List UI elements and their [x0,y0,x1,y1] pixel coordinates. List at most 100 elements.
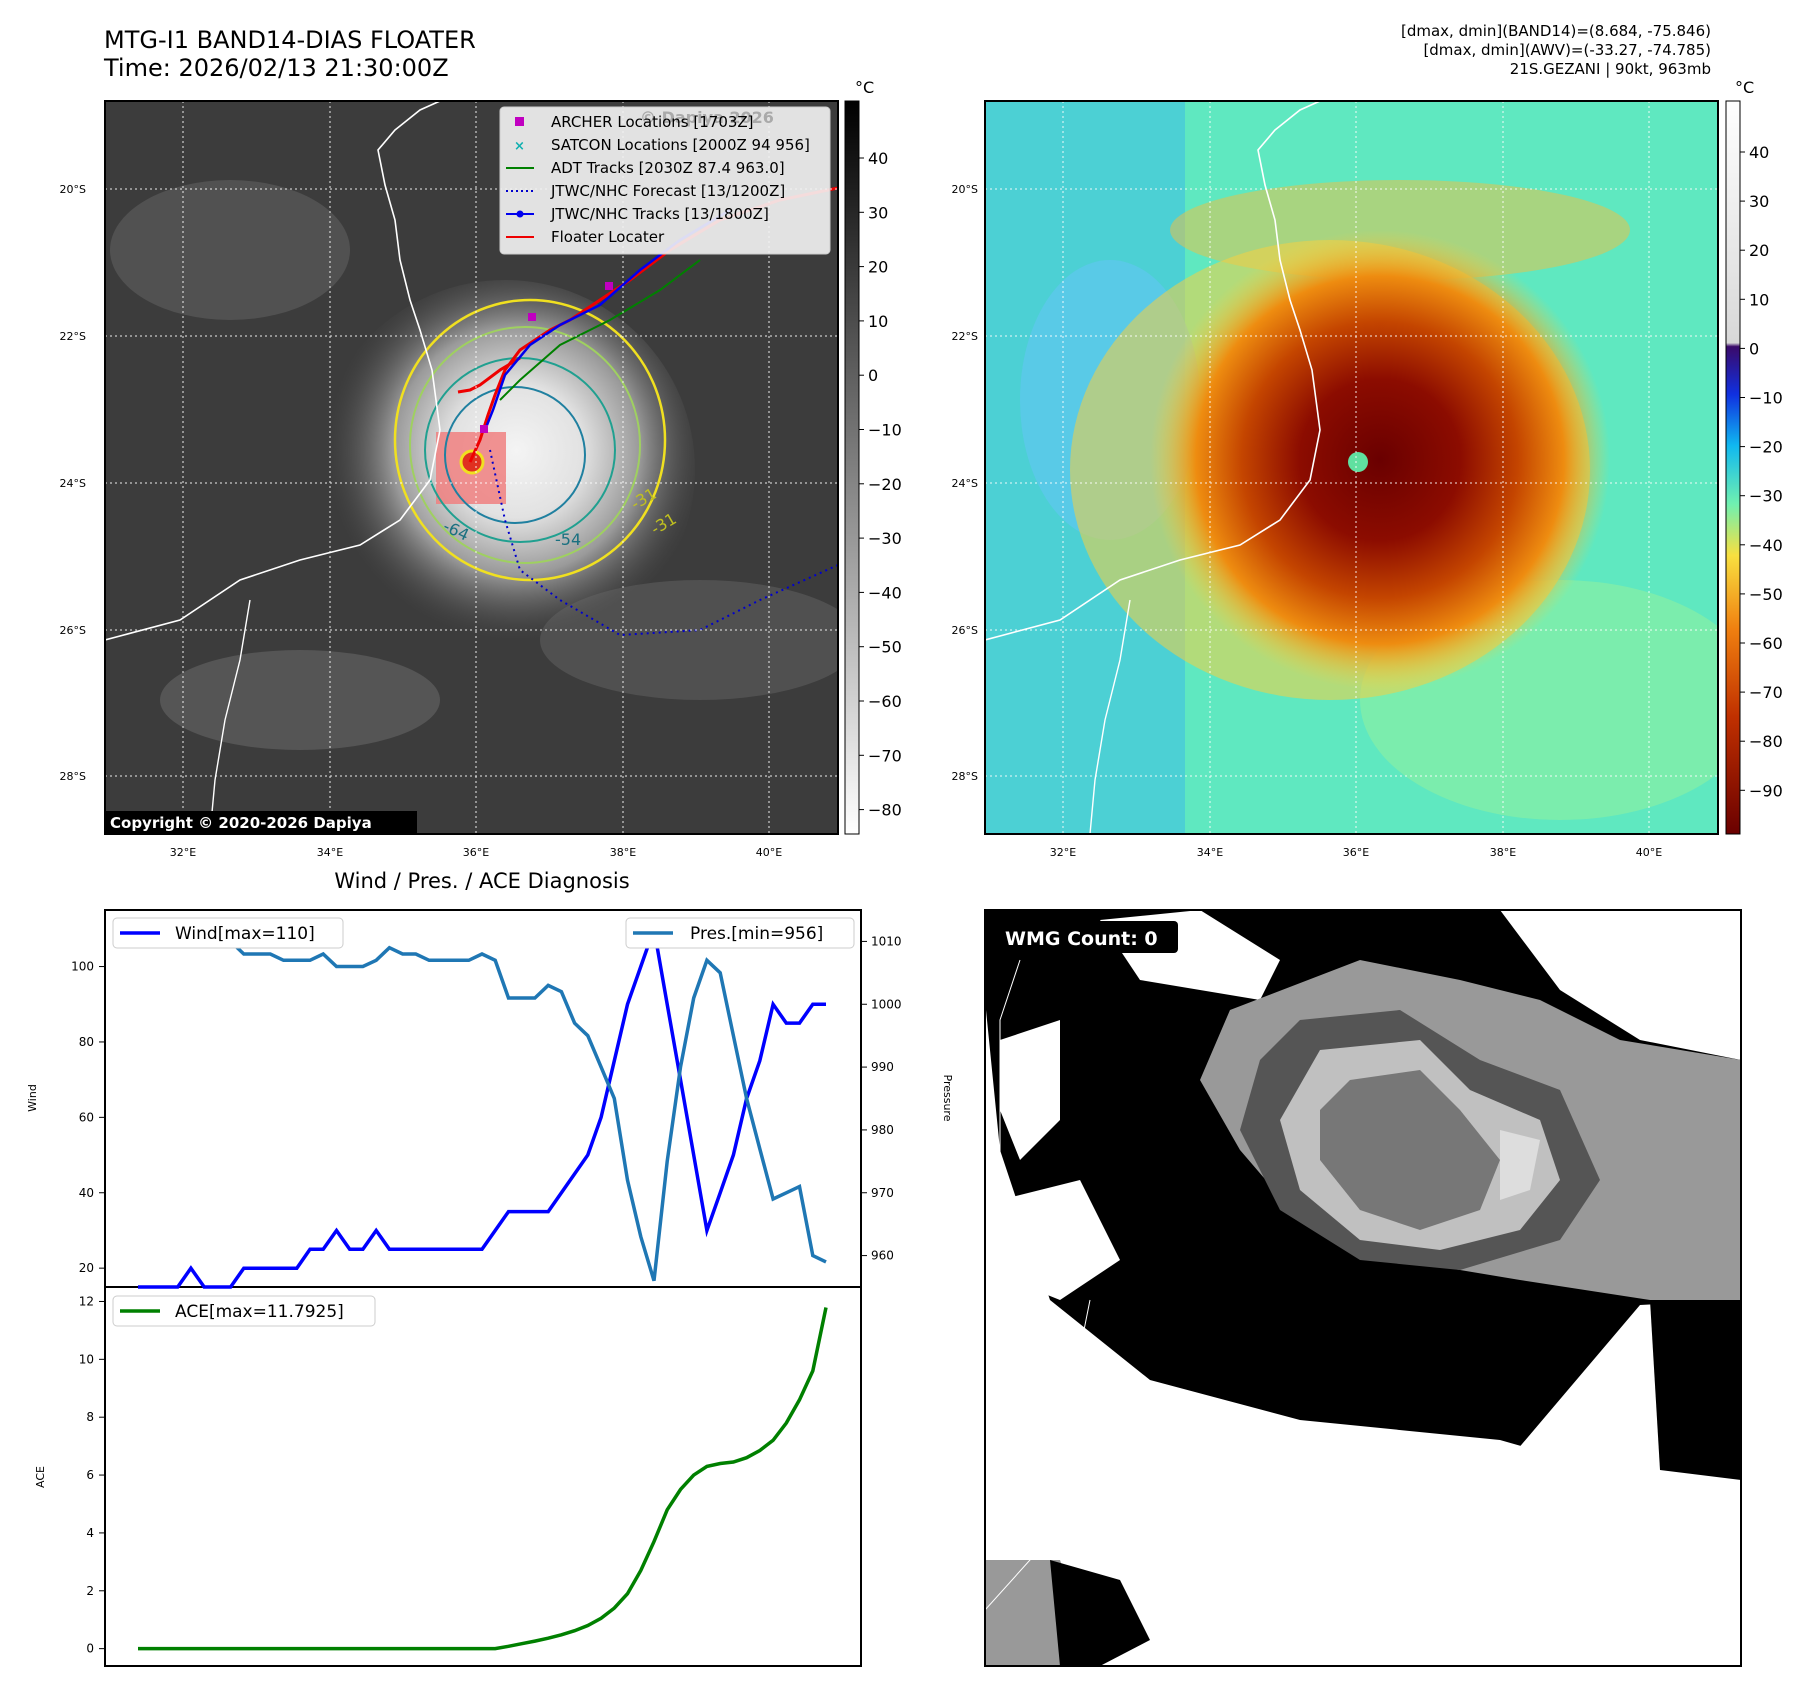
wmg-white-lower [1100,1300,1741,1666]
ace-legend-label: ACE[max=11.7925] [175,1302,344,1322]
stats-awv: [dmax, dmin](AWV)=(-33.27, -74.785) [1423,41,1711,59]
legend-marker: × [514,139,525,154]
colorbar-tick-label: −20 [868,475,902,494]
wmg-black-lower [1650,1300,1741,1480]
lat-label: 26°S [60,624,86,637]
colorbar-tick-label: −60 [1749,634,1783,653]
ace-tick-label: 10 [79,1352,94,1366]
lon-label: 40°E [1636,846,1662,859]
ir-colorbar [844,100,860,835]
ir-colorbar-unit: °C [855,78,874,97]
colorbar-tick-label: −30 [1749,487,1783,506]
coastline [985,101,1321,641]
wind-pres-axes [104,909,862,1288]
legend-marker [515,117,524,126]
colorbar-tick-label: −90 [1749,781,1783,800]
lat-label: 24°S [60,477,86,490]
jtwc-forecast-track [489,449,838,637]
pressure-tick-label: 990 [871,1060,894,1074]
map-legend-box [499,106,831,255]
colorbar-tick-label: −50 [1749,585,1783,604]
legend-item: JTWC/NHC Tracks [13/1800Z] [506,205,769,223]
awv-colorbar [1725,100,1741,835]
ace-legend: ACE[max=11.7925] [112,1295,376,1327]
ir-map-panel: -64 -54 -31 -31 © Dapiya 2026 ARCHER Loc… [60,78,902,859]
pressure-tick-label: 960 [871,1249,894,1263]
wind-tick-label: 60 [79,1110,94,1124]
diagnosis-panel: Wind / Pres. / ACE Diagnosis Wind Pressu… [26,869,954,1667]
contour-label: -54 [555,530,581,549]
lon-label: 40°E [756,846,782,859]
stats-band14: [dmax, dmin](BAND14)=(8.684, -75.846) [1400,22,1711,40]
coastline [105,101,441,641]
pressure-tick-label: 1010 [871,934,902,948]
colorbar-tick-label: −30 [868,529,902,548]
wind-legend-label: Wind[max=110] [175,924,315,944]
awv-eye [1348,452,1368,472]
colorbar-tick-label: −40 [868,583,902,602]
legend-label: ARCHER Locations [1703Z] [551,113,754,131]
archer-marker [605,282,613,290]
series-line-wind [138,921,826,1289]
colorbar-tick-label: −70 [1749,683,1783,702]
lon-label: 32°E [170,846,196,859]
wmg-white-patch [1500,910,1741,1060]
colorbar-tick-label: −10 [1749,389,1783,408]
map-watermark: © Dapiya 2026 [640,108,774,127]
colorbar-tick-label: −50 [868,638,902,657]
legend-item: ADT Tracks [2030Z 87.4 963.0] [506,159,785,177]
lat-label: 22°S [60,330,86,343]
diagnosis-title: Wind / Pres. / ACE Diagnosis [334,869,629,893]
lon-label: 38°E [1490,846,1516,859]
ir-cloud [110,180,350,320]
ace-axis-label: ACE [34,1466,47,1488]
copyright-text: Copyright © 2020-2026 Dapiya [110,814,372,832]
colorbar-tick-label: −70 [868,746,902,765]
contour-yellow [393,298,667,582]
awv-lon-labels: 32°E 34°E 36°E 38°E 40°E [1050,846,1662,859]
colorbar-tick-label: 20 [1749,241,1769,260]
contour-inner [444,386,586,524]
lon-label: 34°E [1197,846,1223,859]
lat-label: 26°S [952,624,978,637]
colorbar-tick-label: −80 [868,801,902,820]
colorbar-tick-label: −80 [1749,732,1783,751]
ace-tick-label: 4 [86,1526,94,1540]
wind-tick-label: 40 [79,1186,94,1200]
archer-marker [528,313,536,321]
legend-label: Floater Locater [551,228,665,246]
wind-tick-label: 80 [79,1035,94,1049]
legend-label: SATCON Locations [2000Z 94 956] [551,136,810,154]
lat-label: 20°S [60,183,86,196]
wind-legend: Wind[max=110] [112,917,344,949]
storm-eye [459,449,485,475]
wmg-panel: WMG Count: 0 [984,909,1742,1667]
awv-map-frame [984,100,1719,835]
lon-label: 32°E [1050,846,1076,859]
awv-storm [1150,230,1610,690]
colorbar-tick-label: 0 [868,366,878,385]
wmg-light-spot [1500,1130,1540,1200]
lat-label: 24°S [952,477,978,490]
wmg-frame [984,909,1742,1667]
lat-label: 22°S [952,330,978,343]
legend-label: JTWC/NHC Tracks [13/1800Z] [550,205,769,223]
wmg-coastline [985,959,1091,1611]
lat-label: 20°S [952,183,978,196]
ace-tick-label: 8 [86,1410,94,1424]
legend-label: ADT Tracks [2030Z 87.4 963.0] [551,159,785,177]
lon-label: 34°E [317,846,343,859]
wmg-center [1320,1070,1500,1230]
lat-label: 28°S [952,770,978,783]
ir-lat-labels: 20°S 22°S 24°S 26°S 28°S [60,183,86,783]
lon-label: 36°E [463,846,489,859]
legend-item: × SATCON Locations [2000Z 94 956] [514,136,810,154]
colorbar-tick-label: −60 [868,692,902,711]
stats-block: [dmax, dmin](BAND14)=(8.684, -75.846) [d… [1401,22,1711,79]
ace-axes [104,1286,862,1667]
figure-title: MTG-I1 BAND14-DIAS FLOATER Time: 2026/02… [104,26,476,82]
wmg-white-patch [1000,1020,1060,1160]
pressure-tick-label: 970 [871,1186,894,1200]
archer-marker [480,425,488,433]
